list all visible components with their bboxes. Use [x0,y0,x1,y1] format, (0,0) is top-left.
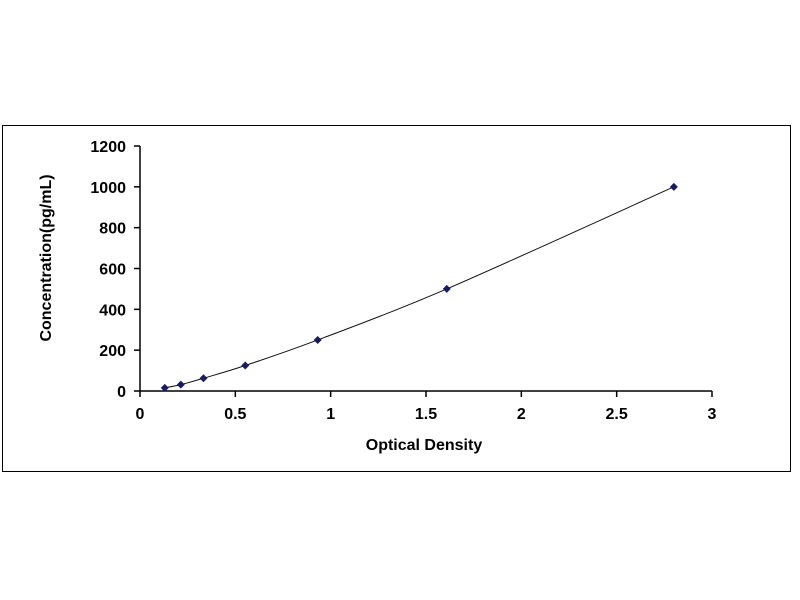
data-point-diamond [160,383,169,392]
y-tick-label: 1200 [90,139,126,156]
x-tick-label: 0.5 [224,406,246,423]
x-axis-label: Optical Density [366,437,483,454]
y-tick-label: 400 [99,302,126,319]
y-tick-label: 800 [99,221,126,238]
y-tick-label: 0 [117,384,126,401]
y-tick-label: 600 [99,262,126,279]
y-tick-label: 1000 [90,180,126,197]
x-tick-label: 2 [517,406,526,423]
data-point-diamond [313,335,322,344]
data-point-diamond [669,182,678,191]
x-tick-label: 0 [136,406,145,423]
x-tick-label: 2.5 [606,406,628,423]
data-point-diamond [442,284,451,293]
trend-curve [164,186,675,389]
x-tick-label: 3 [708,406,717,423]
data-point-diamond [241,361,250,370]
data-point-diamond [199,374,208,383]
chart-frame [2,125,791,472]
x-tick-label: 1.5 [415,406,437,423]
y-axis-label: Concentration(pg/mL) [38,174,55,341]
y-tick-label: 200 [99,343,126,360]
data-point-diamond [176,380,185,389]
x-tick-label: 1 [326,406,335,423]
